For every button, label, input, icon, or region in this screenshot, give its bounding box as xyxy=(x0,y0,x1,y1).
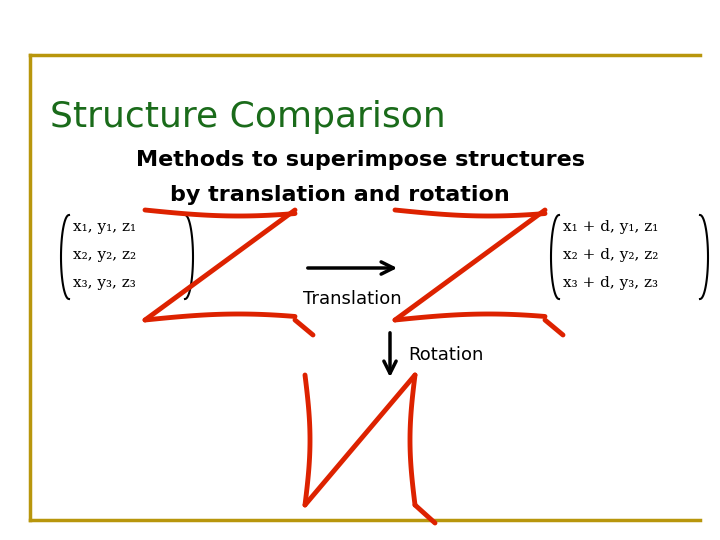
Text: x₂, y₂, z₂: x₂, y₂, z₂ xyxy=(73,248,136,262)
Text: Structure Comparison: Structure Comparison xyxy=(50,100,446,134)
Text: by translation and rotation: by translation and rotation xyxy=(170,185,510,205)
Text: x₂ + d, y₂, z₂: x₂ + d, y₂, z₂ xyxy=(563,248,658,262)
Text: Translation: Translation xyxy=(303,290,402,308)
Text: x₁, y₁, z₁: x₁, y₁, z₁ xyxy=(73,220,136,234)
Text: x₃, y₃, z₃: x₃, y₃, z₃ xyxy=(73,276,136,290)
Text: Methods to superimpose structures: Methods to superimpose structures xyxy=(135,150,585,170)
Text: Rotation: Rotation xyxy=(408,346,483,364)
Text: x₁ + d, y₁, z₁: x₁ + d, y₁, z₁ xyxy=(563,220,658,234)
Text: x₃ + d, y₃, z₃: x₃ + d, y₃, z₃ xyxy=(563,276,658,290)
